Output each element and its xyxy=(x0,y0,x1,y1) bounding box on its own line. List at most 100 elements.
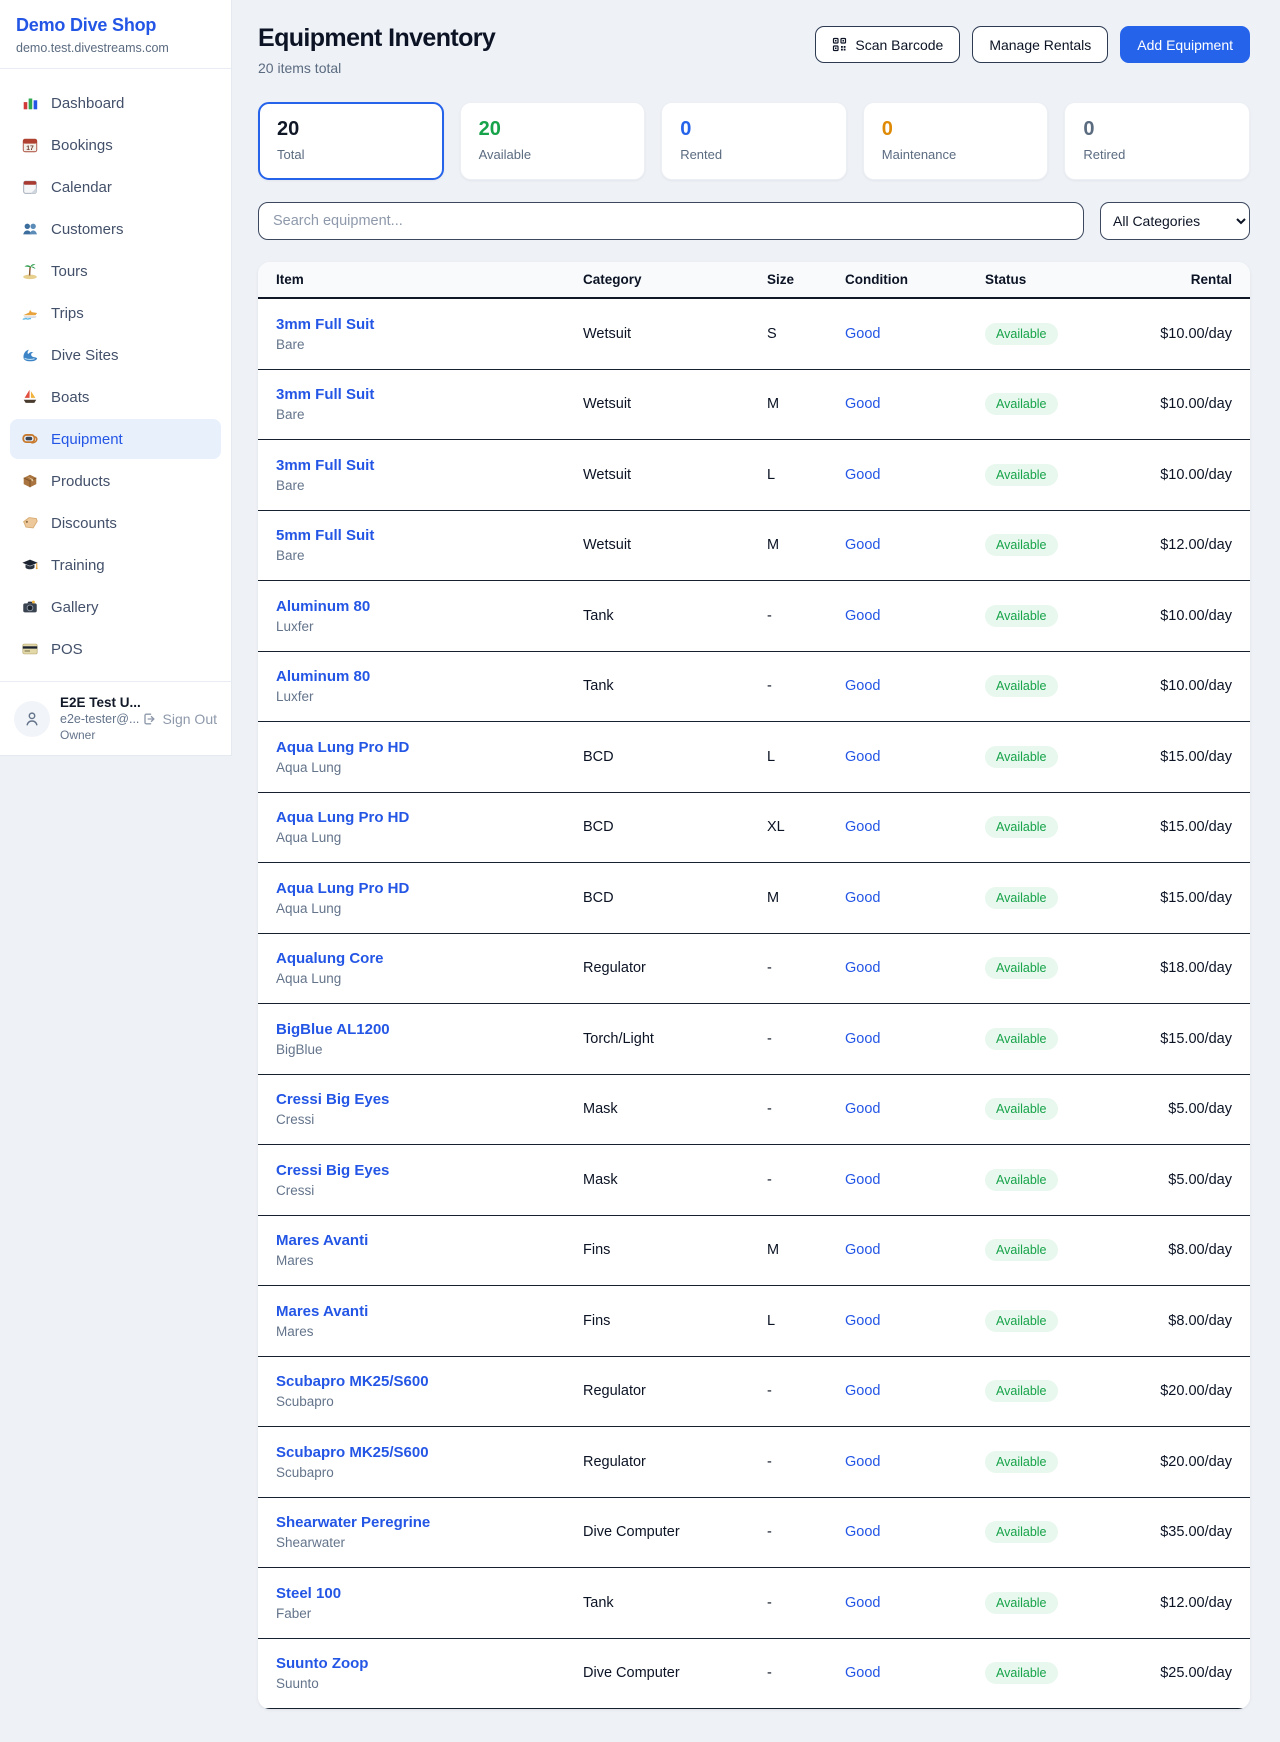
item-name-link[interactable]: Scubapro MK25/S600 xyxy=(276,1443,429,1461)
condition-cell[interactable]: Good xyxy=(845,1665,881,1682)
table-row[interactable]: BigBlue AL1200 BigBlue Torch/Light - Goo… xyxy=(258,1004,1250,1075)
table-row[interactable]: Shearwater Peregrine Shearwater Dive Com… xyxy=(258,1498,1250,1568)
stat-card[interactable]: 20 Available xyxy=(459,102,646,180)
condition-cell[interactable]: Good xyxy=(845,1594,881,1611)
table-row[interactable]: 5mm Full Suit Bare Wetsuit M Good Availa… xyxy=(258,511,1250,581)
category-select[interactable]: All Categories xyxy=(1100,202,1250,240)
stat-card[interactable]: 0 Rented xyxy=(661,102,847,180)
item-name-link[interactable]: Mares Avanti xyxy=(276,1232,369,1250)
item-name-link[interactable]: Aqua Lung Pro HD xyxy=(276,809,410,827)
table-row[interactable]: Aluminum 80 Luxfer Tank - Good Available… xyxy=(258,581,1250,652)
condition-cell[interactable]: Good xyxy=(845,1030,881,1047)
table-row[interactable]: Aqua Lung Pro HD Aqua Lung BCD XL Good A… xyxy=(258,793,1250,863)
stat-value: 0 xyxy=(881,118,893,140)
sidebar-item[interactable]: Training xyxy=(10,545,221,585)
user-email: e2e-tester@... xyxy=(60,712,140,726)
item-name-link[interactable]: Shearwater Peregrine xyxy=(276,1514,431,1532)
item-name-link[interactable]: Suunto Zoop xyxy=(276,1655,369,1673)
condition-cell[interactable]: Good xyxy=(845,1171,881,1188)
sidebar-item[interactable]: Boats xyxy=(10,377,221,417)
condition-cell[interactable]: Good xyxy=(845,607,881,624)
table-row[interactable]: Scubapro MK25/S600 Scubapro Regulator - … xyxy=(258,1357,1250,1427)
sidebar-item[interactable]: Calendar xyxy=(10,167,221,207)
category-cell: Wetsuit xyxy=(583,537,632,554)
table-row[interactable]: Aqualung Core Aqua Lung Regulator - Good… xyxy=(258,934,1250,1004)
item-cell: BigBlue AL1200 BigBlue xyxy=(276,1021,583,1057)
sidebar-item[interactable]: Tours xyxy=(10,251,221,291)
sidebar-item[interactable]: 17 Bookings xyxy=(10,125,221,165)
table-row[interactable]: Aqua Lung Pro HD Aqua Lung BCD L Good Av… xyxy=(258,722,1250,793)
sidebar-item[interactable]: Products xyxy=(10,461,221,501)
condition-cell[interactable]: Good xyxy=(845,1383,881,1400)
sidebar-item[interactable]: Trips xyxy=(10,293,221,333)
condition-cell[interactable]: Good xyxy=(845,1312,881,1329)
item-name-link[interactable]: Cressi Big Eyes xyxy=(276,1091,390,1109)
stat-card[interactable]: 0 Retired xyxy=(1064,102,1250,180)
table-row[interactable]: Steel 100 Faber Tank - Good Available $1… xyxy=(258,1568,1250,1639)
sidebar-item[interactable]: Dive Sites xyxy=(10,335,221,375)
table-row[interactable]: Scubapro MK25/S600 Scubapro Regulator - … xyxy=(258,1427,1250,1498)
rental-cell: $10.00/day xyxy=(1160,396,1232,413)
table-row[interactable]: 3mm Full Suit Bare Wetsuit M Good Availa… xyxy=(258,370,1250,440)
condition-cell[interactable]: Good xyxy=(845,466,881,483)
condition-cell[interactable]: Good xyxy=(845,1242,881,1259)
item-name-link[interactable]: Cressi Big Eyes xyxy=(276,1161,390,1179)
item-name-link[interactable]: Aqua Lung Pro HD xyxy=(276,738,410,756)
condition-cell[interactable]: Good xyxy=(845,678,881,695)
item-name-link[interactable]: Aluminum 80 xyxy=(276,597,371,615)
item-name-link[interactable]: BigBlue AL1200 xyxy=(276,1020,390,1038)
rental-cell: $12.00/day xyxy=(1160,1594,1232,1611)
item-name-link[interactable]: 5mm Full Suit xyxy=(276,527,375,545)
item-name-link[interactable]: 3mm Full Suit xyxy=(276,386,375,404)
status-cell: Available xyxy=(985,604,1137,627)
table-row[interactable]: Cressi Big Eyes Cressi Mask - Good Avail… xyxy=(258,1145,1250,1216)
condition-cell[interactable]: Good xyxy=(845,325,881,342)
condition-cell[interactable]: Good xyxy=(845,1453,881,1470)
camera-icon xyxy=(20,598,39,617)
condition-cell[interactable]: Good xyxy=(845,960,881,977)
item-name-link[interactable]: Aqua Lung Pro HD xyxy=(276,879,410,897)
item-name-link[interactable]: 3mm Full Suit xyxy=(276,315,375,333)
rental-cell: $20.00/day xyxy=(1160,1383,1232,1400)
sidebar-item[interactable]: Discounts xyxy=(10,503,221,543)
item-name-link[interactable]: Aqualung Core xyxy=(276,950,384,968)
condition-cell[interactable]: Good xyxy=(845,537,881,554)
condition-cell[interactable]: Good xyxy=(845,819,881,836)
dive-mask-icon xyxy=(20,430,39,449)
add-equipment-button[interactable]: Add Equipment xyxy=(1120,26,1250,63)
sidebar-item[interactable]: Dashboard xyxy=(10,83,221,123)
scan-barcode-button[interactable]: Scan Barcode xyxy=(815,26,961,63)
item-brand: BigBlue xyxy=(276,1041,323,1057)
stats-row: 20 Total 20 Available 0 Rented 0 Mainten… xyxy=(258,102,1250,180)
condition-cell[interactable]: Good xyxy=(845,748,881,765)
condition-cell[interactable]: Good xyxy=(845,1101,881,1118)
item-name-link[interactable]: Mares Avanti xyxy=(276,1302,369,1320)
table-row[interactable]: 3mm Full Suit Bare Wetsuit L Good Availa… xyxy=(258,440,1250,511)
condition-cell[interactable]: Good xyxy=(845,889,881,906)
table-row[interactable]: Mares Avanti Mares Fins L Good Available… xyxy=(258,1286,1250,1357)
manage-rentals-button[interactable]: Manage Rentals xyxy=(972,26,1109,63)
table-row[interactable]: Suunto Zoop Suunto Dive Computer - Good … xyxy=(258,1639,1250,1709)
sign-out-button[interactable]: Sign Out xyxy=(141,711,217,727)
item-name-link[interactable]: Steel 100 xyxy=(276,1584,342,1602)
search-input[interactable] xyxy=(258,202,1084,240)
condition-cell[interactable]: Good xyxy=(845,1524,881,1541)
table-row[interactable]: Aqua Lung Pro HD Aqua Lung BCD M Good Av… xyxy=(258,863,1250,934)
item-name-link[interactable]: 3mm Full Suit xyxy=(276,456,375,474)
table-row[interactable]: 3mm Full Suit Bare Wetsuit S Good Availa… xyxy=(258,299,1250,370)
sidebar-item[interactable]: Gallery xyxy=(10,587,221,627)
item-name-link[interactable]: Aluminum 80 xyxy=(276,668,371,686)
size-cell: - xyxy=(767,1030,772,1047)
sidebar-item-label: Tours xyxy=(51,262,88,280)
item-name-link[interactable]: Scubapro MK25/S600 xyxy=(276,1373,429,1391)
stat-card[interactable]: 20 Total xyxy=(258,102,444,180)
condition-cell[interactable]: Good xyxy=(845,396,881,413)
sidebar-item[interactable]: POS xyxy=(10,629,221,669)
table-row[interactable]: Aluminum 80 Luxfer Tank - Good Available… xyxy=(258,652,1250,722)
brand-name[interactable]: Demo Dive Shop xyxy=(16,15,157,35)
sidebar-item[interactable]: Equipment xyxy=(10,419,221,459)
stat-card[interactable]: 0 Maintenance xyxy=(862,102,1049,180)
sidebar-item[interactable]: Customers xyxy=(10,209,221,249)
table-row[interactable]: Cressi Big Eyes Cressi Mask - Good Avail… xyxy=(258,1075,1250,1145)
table-row[interactable]: Mares Avanti Mares Fins M Good Available… xyxy=(258,1216,1250,1286)
